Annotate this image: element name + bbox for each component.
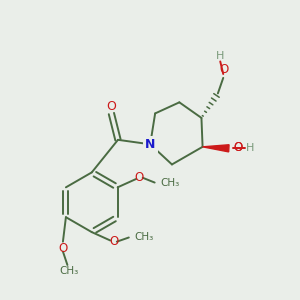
Text: O: O [109, 235, 118, 248]
Text: O: O [106, 100, 116, 112]
Text: O: O [219, 63, 229, 76]
Text: CH₃: CH₃ [135, 232, 154, 242]
Text: CH₃: CH₃ [160, 178, 180, 188]
Polygon shape [202, 145, 229, 152]
Text: O: O [135, 171, 144, 184]
Text: O: O [234, 141, 243, 154]
Text: H: H [246, 143, 254, 153]
Text: H: H [215, 51, 224, 62]
Text: O: O [58, 242, 68, 255]
Text: N: N [145, 138, 155, 151]
Text: CH₃: CH₃ [59, 266, 79, 276]
Text: O: O [234, 141, 243, 154]
